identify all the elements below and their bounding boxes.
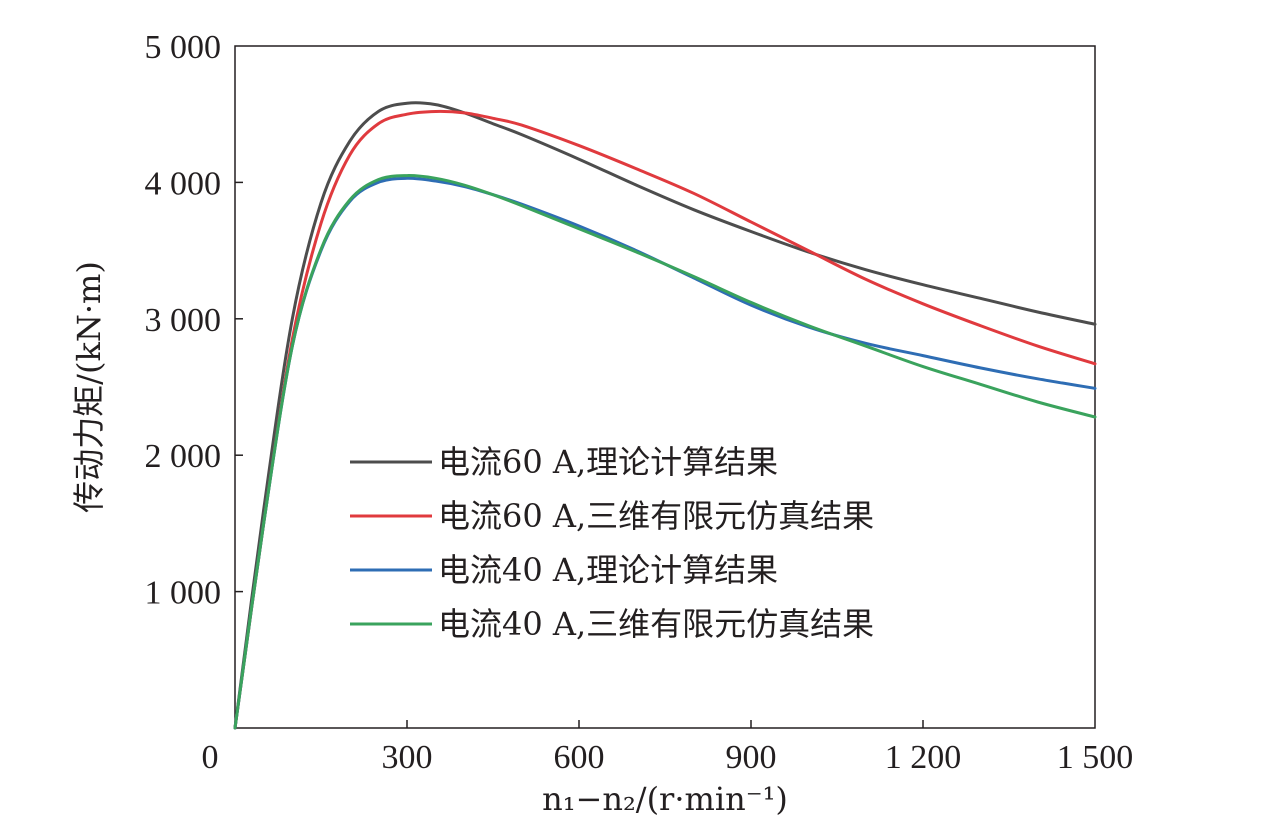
x-tick-label: 300 (382, 739, 433, 776)
y-tick-label: 1 000 (145, 575, 222, 612)
legend-label-1: 电流60 A,理论计算结果 (438, 443, 778, 481)
x-tick-label: 600 (554, 739, 605, 776)
legend-label-2: 电流60 A,三维有限元仿真结果 (438, 497, 874, 535)
x-tick-label: 1 500 (1057, 739, 1134, 776)
x-tick-label: 0 (202, 739, 219, 776)
y-axis-ticks: 1 000 2 000 3 000 4 000 5 000 (145, 29, 243, 612)
y-tick-label: 3 000 (145, 302, 222, 339)
y-tick-label: 2 000 (145, 438, 222, 475)
x-axis-ticks: 0 300 600 900 1 200 1 500 (202, 720, 1134, 776)
y-tick-label: 4 000 (145, 165, 222, 202)
series-line-2 (233, 109, 1097, 730)
x-tick-label: 1 200 (885, 739, 962, 776)
series-line-1 (233, 101, 1097, 730)
legend-label-3: 电流40 A,理论计算结果 (438, 551, 778, 589)
y-tick-label: 5 000 (145, 29, 222, 66)
x-axis-title: n₁−n₂/(r·min⁻¹) (542, 780, 788, 818)
series-lines (233, 101, 1097, 730)
series-line-4 (233, 174, 1097, 730)
y-axis-title: 传动力矩/(kN·m) (70, 261, 108, 513)
x-tick-label: 900 (726, 739, 777, 776)
legend-label-4: 电流40 A,三维有限元仿真结果 (438, 605, 874, 643)
